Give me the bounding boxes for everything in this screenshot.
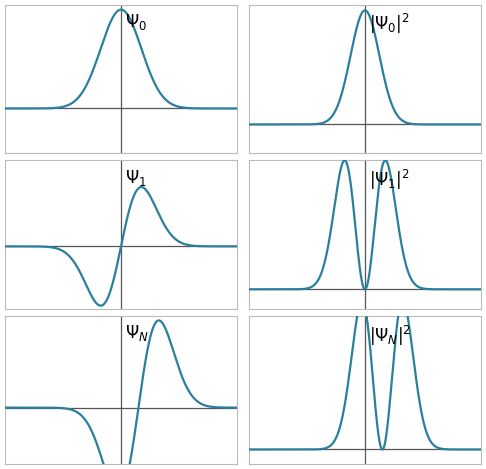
Text: $\Psi_0$: $\Psi_0$ bbox=[125, 12, 147, 32]
Text: $\Psi_N$: $\Psi_N$ bbox=[125, 324, 149, 343]
Text: $\Psi_1$: $\Psi_1$ bbox=[125, 168, 147, 188]
Text: $|\Psi_1|^2$: $|\Psi_1|^2$ bbox=[369, 168, 410, 192]
Text: $|\Psi_N|^2$: $|\Psi_N|^2$ bbox=[369, 324, 412, 348]
Text: $|\Psi_0|^2$: $|\Psi_0|^2$ bbox=[369, 12, 410, 36]
